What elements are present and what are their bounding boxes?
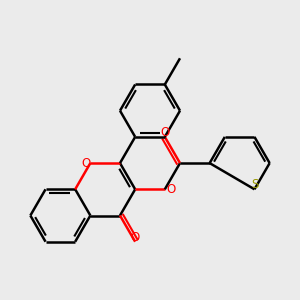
Text: O: O xyxy=(167,183,176,196)
Text: O: O xyxy=(82,157,91,169)
Text: O: O xyxy=(160,126,170,139)
Text: O: O xyxy=(130,231,140,244)
Text: S: S xyxy=(251,178,258,190)
